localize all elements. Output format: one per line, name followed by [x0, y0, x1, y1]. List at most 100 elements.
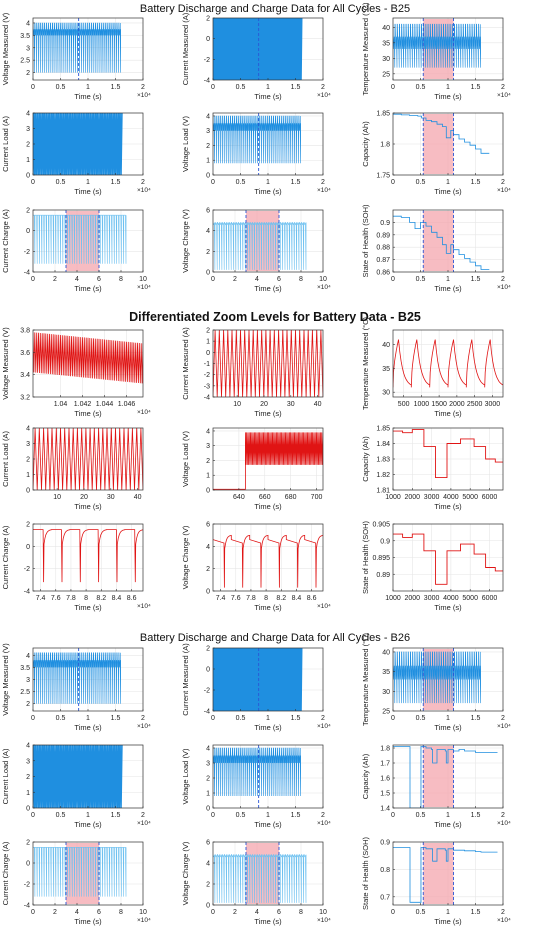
- y-tick-label: 0: [206, 36, 210, 43]
- x-tick-label: 0: [31, 84, 35, 91]
- x-tick-label: 40: [314, 401, 322, 408]
- y-tick-label: 2: [26, 208, 30, 215]
- chart-18: 0 0.5 1 1.5 2 2 2.5 3 3.5 4 Time (s) Voltage Measur…: [1, 643, 151, 732]
- y-tick-label: 1.8: [380, 746, 390, 753]
- y-axis-label: State of Health (SOH): [361, 204, 370, 277]
- x-tick-label: 2: [501, 715, 505, 722]
- x-tick-label: 1: [266, 812, 270, 819]
- x-tick-label: 0: [391, 179, 395, 186]
- y-tick-label: 1: [206, 339, 210, 346]
- x-exponent-label: ×10⁴: [137, 917, 151, 924]
- series-group: [393, 651, 481, 704]
- y-tick-label: -2: [24, 566, 30, 573]
- x-tick-label: 6: [277, 276, 281, 283]
- y-tick-label: 0: [206, 589, 210, 596]
- y-tick-label: 2: [206, 328, 210, 335]
- y-tick-label: 35: [382, 40, 390, 47]
- y-tick-label: 2: [206, 249, 210, 256]
- y-tick-label: 0.7: [380, 894, 390, 901]
- chart-12: 10 20 30 40 0 1 2 3 4 Time (s) Current Load (A): [1, 426, 144, 511]
- y-tick-label: 30: [382, 56, 390, 63]
- y-tick-label: 25: [382, 709, 390, 716]
- x-exponent-label: ×10⁴: [137, 187, 151, 194]
- y-tick-label: 1.75: [376, 173, 390, 180]
- x-tick-label: 0.5: [56, 715, 66, 722]
- y-tick-label: -4: [204, 709, 210, 716]
- series-line: [393, 113, 490, 154]
- y-axis-label: Voltage Charge (V): [181, 525, 190, 589]
- x-tick-label: 1.5: [111, 812, 121, 819]
- series-line: [213, 18, 303, 80]
- y-tick-label: 1: [206, 158, 210, 165]
- x-tick-label: 2: [233, 909, 237, 916]
- x-exponent-label: ×10⁴: [137, 92, 151, 99]
- y-axis-label: State of Health (SOH): [361, 521, 370, 594]
- x-tick-label: 6000: [482, 595, 498, 602]
- x-tick-label: 0.5: [236, 84, 246, 91]
- y-tick-label: 2.5: [20, 689, 30, 696]
- x-tick-label: 0.5: [56, 179, 66, 186]
- x-axis-label: Time (s): [434, 917, 462, 926]
- x-tick-label: 0: [31, 715, 35, 722]
- x-tick-label: 0.5: [416, 812, 426, 819]
- x-tick-label: 6: [277, 909, 281, 916]
- highlight-region: [423, 746, 454, 807]
- y-tick-label: 1.83: [376, 457, 390, 464]
- y-tick-label: -4: [204, 395, 210, 402]
- x-exponent-label: ×10⁴: [137, 409, 151, 416]
- x-tick-label: 0: [211, 812, 215, 819]
- x-axis-label: Time (s): [254, 603, 282, 612]
- series-line: [213, 648, 303, 711]
- x-axis-label: Time (s): [434, 820, 462, 829]
- x-axis-label: Time (s): [74, 409, 102, 418]
- y-tick-label: 3: [26, 441, 30, 448]
- x-tick-label: 2: [141, 179, 145, 186]
- x-tick-label: 2500: [467, 401, 483, 408]
- x-tick-label: 2000: [449, 401, 465, 408]
- x-exponent-label: ×10⁴: [317, 723, 331, 730]
- y-tick-label: 1: [26, 472, 30, 479]
- series-line: [33, 428, 143, 490]
- series-group: [393, 847, 498, 903]
- x-tick-label: 4: [75, 909, 79, 916]
- series-line: [393, 847, 498, 903]
- y-tick-label: 0.89: [376, 232, 390, 239]
- x-tick-label: 0: [31, 909, 35, 916]
- series-group: [393, 339, 503, 388]
- y-tick-label: 0: [206, 270, 210, 277]
- series-line: [393, 533, 503, 585]
- y-tick-label: 0.905: [372, 522, 390, 529]
- x-tick-label: 700: [311, 494, 323, 501]
- x-axis-label: Time (s): [254, 502, 282, 511]
- series-line: [213, 222, 307, 270]
- x-tick-label: 4: [75, 276, 79, 283]
- series-group: [33, 652, 121, 704]
- y-tick-label: 4: [26, 743, 30, 750]
- y-tick-label: 2: [26, 457, 30, 464]
- y-tick-label: 1.7: [380, 761, 390, 768]
- y-tick-label: 0: [26, 544, 30, 551]
- x-tick-label: 4000: [443, 595, 459, 602]
- y-tick-label: 2: [206, 143, 210, 150]
- x-tick-label: 1: [446, 715, 450, 722]
- y-tick-label: 1: [26, 157, 30, 164]
- x-tick-label: 4: [255, 909, 259, 916]
- x-tick-label: 2: [321, 179, 325, 186]
- y-tick-label: 3: [26, 677, 30, 684]
- y-tick-label: 3: [206, 443, 210, 450]
- x-tick-label: 1.5: [471, 812, 481, 819]
- x-axis-label: Time (s): [74, 284, 102, 293]
- y-tick-label: 4: [26, 653, 30, 660]
- series-group: [213, 18, 303, 80]
- y-tick-label: 2: [26, 701, 30, 708]
- y-axis-label: State of Health (SOH): [361, 837, 370, 910]
- x-exponent-label: ×10⁴: [317, 284, 331, 291]
- chart-20: 0 0.5 1 1.5 2 25 30 35 40 Time (s) Temperature Mea…: [361, 632, 511, 732]
- x-tick-label: 4000: [443, 494, 459, 501]
- y-axis-label: Current Charge (A): [1, 525, 10, 589]
- series-group: [393, 746, 498, 808]
- x-axis-label: Time (s): [74, 723, 102, 732]
- y-tick-label: -1: [204, 361, 210, 368]
- chart-14: 1000 2000 3000 4000 5000 6000 1.81 1.82 1.83 1.84…: [361, 426, 504, 511]
